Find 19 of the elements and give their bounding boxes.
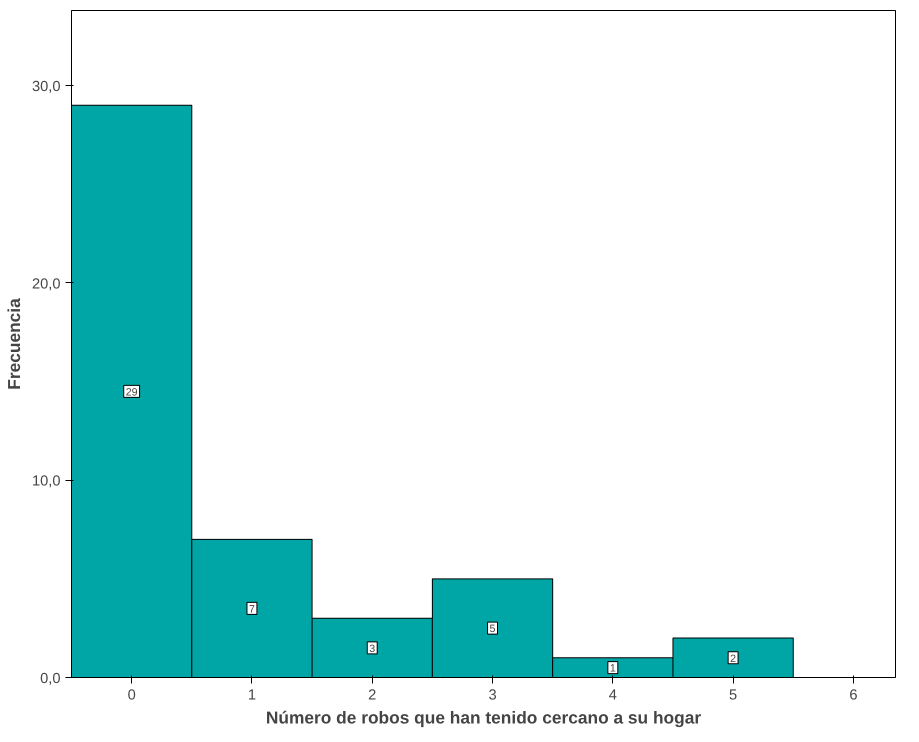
x-tick-label: 4 bbox=[608, 688, 617, 704]
x-tick-label: 3 bbox=[488, 688, 497, 704]
data-label: 1 bbox=[610, 662, 616, 675]
data-label: 2 bbox=[730, 652, 736, 665]
x-tick-label: 6 bbox=[849, 688, 858, 704]
x-tick-label: 5 bbox=[729, 688, 738, 704]
y-tick-label: 10,0 bbox=[32, 474, 61, 490]
data-label: 3 bbox=[369, 642, 376, 655]
data-label: 5 bbox=[490, 623, 496, 636]
x-tick-label: 1 bbox=[248, 688, 256, 704]
y-tick-label: 0,0 bbox=[40, 671, 60, 687]
x-tick-label: 2 bbox=[368, 688, 376, 704]
y-tick-label: 30,0 bbox=[32, 78, 61, 95]
data-label: 29 bbox=[126, 386, 138, 398]
x-tick-label: 0 bbox=[128, 688, 136, 704]
data-label: 7 bbox=[248, 603, 255, 616]
y-tick-label: 20,0 bbox=[32, 276, 61, 292]
x-axis-title: Número de robos que han tenido cercano a su hogar bbox=[266, 708, 702, 728]
y-axis-title: Frecuencia bbox=[4, 298, 24, 390]
